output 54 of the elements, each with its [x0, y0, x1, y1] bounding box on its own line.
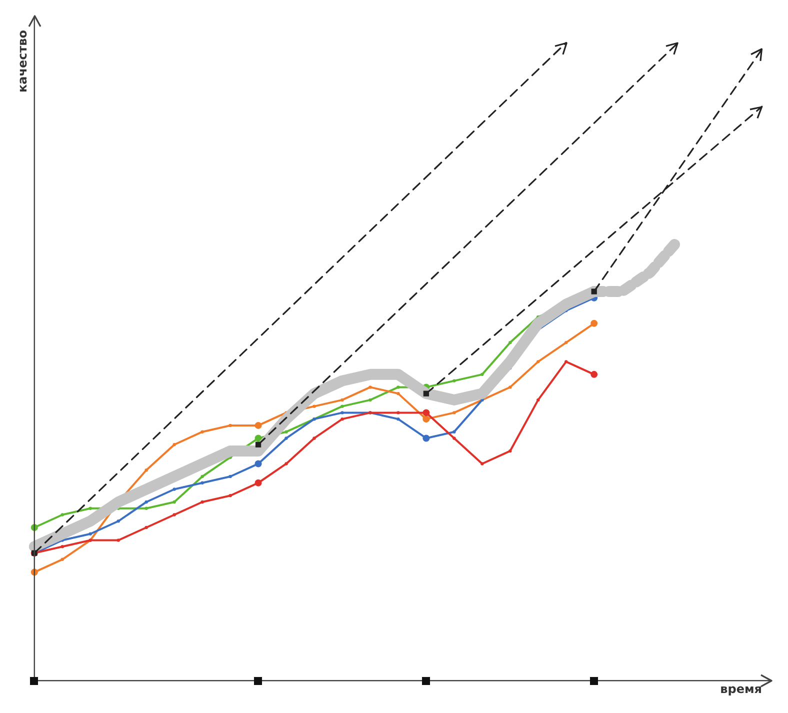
point — [396, 392, 400, 396]
point — [60, 558, 64, 562]
point — [144, 526, 148, 530]
point — [200, 474, 204, 478]
point — [144, 500, 148, 504]
point — [340, 404, 344, 408]
point — [284, 436, 288, 440]
point — [228, 494, 232, 498]
point — [144, 468, 148, 472]
point — [228, 424, 232, 428]
point — [200, 500, 204, 504]
point — [200, 481, 204, 484]
point — [116, 538, 120, 542]
point — [284, 462, 288, 466]
point — [228, 474, 232, 478]
point — [480, 462, 484, 466]
point — [396, 411, 400, 414]
point — [508, 449, 512, 453]
point — [564, 340, 568, 344]
point — [536, 360, 540, 364]
point — [452, 436, 456, 440]
point — [116, 520, 120, 523]
point — [88, 532, 92, 536]
point — [396, 386, 400, 389]
point — [536, 398, 540, 402]
point — [255, 442, 262, 448]
point — [452, 430, 456, 434]
point — [368, 386, 372, 389]
point — [172, 443, 176, 446]
point — [312, 404, 316, 408]
point — [144, 506, 148, 510]
y-axis-title: качество — [15, 30, 30, 93]
point — [564, 360, 568, 364]
point — [284, 430, 288, 434]
point — [508, 386, 512, 389]
point — [172, 488, 176, 491]
point — [452, 379, 456, 382]
point — [312, 436, 316, 440]
point — [60, 513, 64, 516]
point — [172, 513, 176, 516]
point — [368, 398, 372, 402]
point — [452, 411, 456, 414]
point — [340, 398, 344, 402]
point — [60, 545, 64, 548]
point — [396, 417, 400, 421]
point — [480, 372, 484, 376]
point — [200, 430, 204, 434]
point — [88, 506, 92, 510]
point — [340, 411, 344, 414]
point — [340, 417, 344, 421]
point — [508, 340, 512, 344]
point — [172, 500, 176, 504]
point — [423, 390, 430, 396]
x-axis-title: время — [720, 682, 762, 696]
